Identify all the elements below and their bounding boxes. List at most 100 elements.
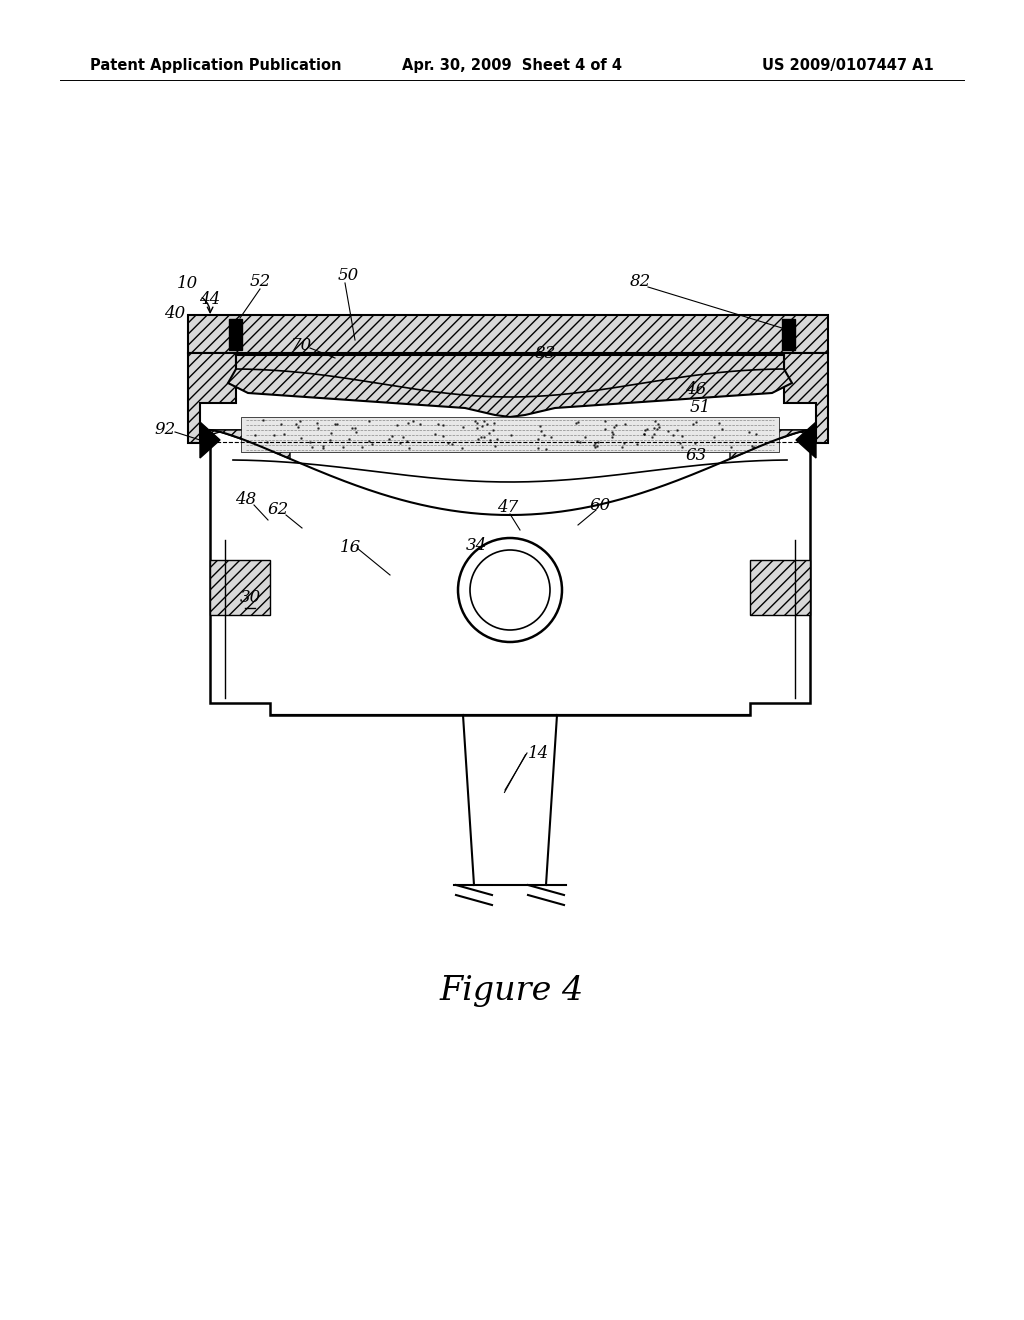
Point bbox=[586, 434, 602, 455]
Point bbox=[486, 413, 503, 434]
Point bbox=[629, 433, 645, 454]
Point bbox=[327, 413, 343, 434]
Point bbox=[309, 412, 326, 433]
Point bbox=[384, 425, 400, 446]
Point bbox=[479, 413, 496, 434]
Point bbox=[636, 424, 652, 445]
Polygon shape bbox=[730, 430, 810, 459]
Point bbox=[275, 424, 292, 445]
Point bbox=[381, 429, 397, 450]
Point bbox=[659, 420, 676, 441]
Point bbox=[259, 432, 275, 453]
Point bbox=[744, 436, 761, 457]
Point bbox=[529, 429, 546, 450]
Point bbox=[590, 432, 606, 453]
Point bbox=[669, 420, 685, 441]
Text: US 2009/0107447 A1: US 2009/0107447 A1 bbox=[762, 58, 934, 73]
Point bbox=[569, 430, 586, 451]
Point bbox=[292, 411, 308, 432]
Text: 48: 48 bbox=[236, 491, 257, 508]
Text: 92: 92 bbox=[155, 421, 176, 438]
Point bbox=[470, 428, 486, 449]
Point bbox=[323, 422, 339, 444]
Point bbox=[685, 413, 701, 434]
Point bbox=[315, 436, 332, 457]
Point bbox=[288, 413, 304, 434]
Text: 70: 70 bbox=[292, 338, 312, 355]
Point bbox=[247, 424, 263, 445]
Text: 60: 60 bbox=[590, 496, 610, 513]
Point bbox=[346, 418, 362, 440]
Text: 40: 40 bbox=[165, 305, 185, 322]
Point bbox=[646, 417, 663, 438]
Point bbox=[344, 417, 360, 438]
Text: 16: 16 bbox=[339, 540, 360, 557]
Text: 10: 10 bbox=[176, 275, 198, 292]
Point bbox=[615, 432, 632, 453]
Point bbox=[484, 418, 501, 440]
Point bbox=[472, 426, 488, 447]
Polygon shape bbox=[188, 352, 236, 444]
Point bbox=[293, 428, 309, 449]
Point bbox=[596, 418, 612, 440]
Text: 34: 34 bbox=[465, 536, 486, 553]
Point bbox=[475, 411, 492, 432]
Point bbox=[360, 430, 377, 451]
Text: 63: 63 bbox=[685, 447, 707, 465]
Text: Figure 4: Figure 4 bbox=[440, 975, 584, 1007]
Point bbox=[347, 421, 364, 442]
Point bbox=[388, 414, 404, 436]
Point bbox=[395, 426, 412, 447]
Point bbox=[304, 437, 321, 458]
Point bbox=[302, 432, 318, 453]
Point bbox=[538, 438, 554, 459]
Text: 46: 46 bbox=[685, 381, 707, 399]
Point bbox=[741, 421, 758, 442]
Polygon shape bbox=[210, 560, 270, 615]
Point bbox=[577, 426, 593, 447]
Polygon shape bbox=[784, 352, 828, 444]
Point bbox=[486, 436, 503, 457]
Point bbox=[567, 413, 584, 434]
Text: 51: 51 bbox=[689, 399, 711, 416]
Point bbox=[605, 424, 622, 445]
Point bbox=[536, 425, 552, 446]
Point bbox=[482, 429, 499, 450]
Point bbox=[310, 417, 327, 438]
Point bbox=[255, 409, 271, 430]
Point bbox=[480, 422, 497, 444]
Point bbox=[636, 422, 652, 444]
Point bbox=[587, 437, 603, 458]
Text: 44: 44 bbox=[200, 290, 220, 308]
Point bbox=[706, 426, 722, 447]
Point bbox=[335, 437, 351, 458]
Text: Apr. 30, 2009  Sheet 4 of 4: Apr. 30, 2009 Sheet 4 of 4 bbox=[402, 58, 622, 73]
Point bbox=[639, 418, 655, 440]
Point bbox=[617, 413, 634, 434]
Point bbox=[605, 416, 622, 437]
Text: 62: 62 bbox=[267, 502, 289, 519]
Point bbox=[354, 437, 371, 458]
Point bbox=[469, 413, 485, 434]
Point bbox=[647, 411, 664, 432]
Point bbox=[364, 433, 380, 454]
Point bbox=[570, 412, 587, 433]
Point bbox=[543, 426, 559, 447]
Point bbox=[674, 436, 690, 457]
Point bbox=[330, 413, 346, 434]
Text: 83: 83 bbox=[535, 345, 556, 362]
Point bbox=[749, 424, 765, 445]
Point bbox=[614, 436, 631, 457]
Point bbox=[650, 413, 667, 434]
Point bbox=[401, 437, 418, 458]
Polygon shape bbox=[796, 422, 816, 458]
Point bbox=[672, 432, 688, 453]
Point bbox=[412, 413, 428, 434]
Point bbox=[503, 424, 519, 445]
Polygon shape bbox=[210, 430, 290, 459]
Point bbox=[650, 417, 667, 438]
Point bbox=[454, 438, 470, 459]
Text: Patent Application Publication: Patent Application Publication bbox=[90, 58, 341, 73]
Point bbox=[646, 424, 663, 445]
Polygon shape bbox=[229, 319, 242, 350]
